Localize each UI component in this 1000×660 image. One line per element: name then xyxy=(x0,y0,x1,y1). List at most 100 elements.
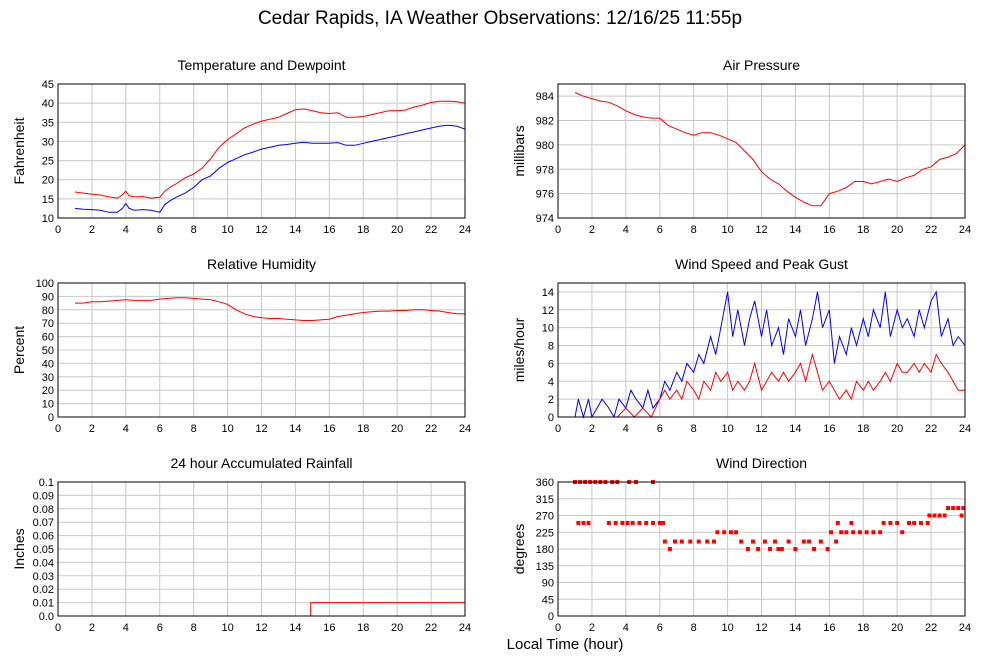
y-tick-label: 135 xyxy=(536,561,554,573)
x-tick-label: 14 xyxy=(289,224,301,236)
data-point xyxy=(793,547,798,551)
x-tick-label: 18 xyxy=(357,224,369,236)
data-point xyxy=(637,520,642,525)
page-title: Cedar Rapids, IA Weather Observations: 1… xyxy=(257,8,743,29)
data-point xyxy=(829,530,834,535)
x-tick-label: 2 xyxy=(89,423,95,435)
data-point xyxy=(657,520,662,525)
data-point xyxy=(825,547,830,551)
y-tick-label: 4 xyxy=(548,376,554,388)
y-tick-label: 270 xyxy=(536,511,554,523)
data-point xyxy=(786,539,791,544)
y-axis-label: millibars xyxy=(511,125,527,176)
x-tick-label: 0 xyxy=(555,224,561,236)
y-tick-label: 978 xyxy=(536,164,554,176)
x-tick-label: 22 xyxy=(925,423,937,435)
x-tick-label: 22 xyxy=(925,622,937,634)
x-tick-label: 8 xyxy=(191,224,197,236)
y-tick-label: 70 xyxy=(42,318,54,330)
data-point xyxy=(776,547,781,551)
y-tick-label: 0.03 xyxy=(33,571,54,583)
data-point xyxy=(918,520,923,525)
chart-title: Wind Speed and Peak Gust xyxy=(675,256,848,272)
y-tick-label: 100 xyxy=(36,278,54,290)
data-point xyxy=(927,513,932,518)
y-tick-label: 0.0 xyxy=(39,611,54,623)
chart-title: 24 hour Accumulated Rainfall xyxy=(170,455,352,471)
x-tick-label: 6 xyxy=(157,423,163,435)
y-tick-label: 0 xyxy=(48,412,54,424)
x-tick-label: 14 xyxy=(789,423,801,435)
data-point xyxy=(673,539,678,544)
y-tick-label: 0.01 xyxy=(33,598,54,610)
data-point xyxy=(734,530,739,535)
chart-pressure: 0 2 4 6 8 10 12 14 16 18 20 22 24974976978980982984A… xyxy=(511,57,971,236)
x-tick-label: 4 xyxy=(123,622,129,634)
data-point xyxy=(937,513,942,518)
data-point xyxy=(650,520,655,525)
data-point xyxy=(667,547,672,551)
data-point xyxy=(951,506,956,511)
data-point xyxy=(932,513,937,518)
series-line-red xyxy=(75,297,465,321)
data-point xyxy=(581,520,586,525)
data-point xyxy=(722,530,727,535)
plot-frame xyxy=(557,282,966,418)
x-tick-label: 20 xyxy=(391,423,403,435)
y-tick-label: 0 xyxy=(548,412,554,424)
x-tick-label: 6 xyxy=(157,622,163,634)
x-tick-label: 22 xyxy=(925,224,937,236)
data-point xyxy=(576,520,581,525)
x-tick-label: 16 xyxy=(823,423,835,435)
data-point xyxy=(773,539,778,544)
chart-title: Temperature and Dewpoint xyxy=(177,57,345,73)
series-line-red xyxy=(74,100,466,199)
data-point xyxy=(644,520,649,525)
data-point xyxy=(864,530,869,535)
series-line-red xyxy=(75,602,465,617)
data-point xyxy=(818,539,823,544)
x-tick-label: 6 xyxy=(157,224,163,236)
y-tick-label: 0.09 xyxy=(33,490,54,502)
y-tick-label: 984 xyxy=(536,91,554,103)
data-point xyxy=(912,520,917,525)
data-point xyxy=(806,539,811,544)
x-tick-label: 4 xyxy=(123,224,129,236)
data-point xyxy=(606,520,611,525)
data-point xyxy=(946,506,951,511)
y-tick-label: 90 xyxy=(542,578,554,590)
plot-frame xyxy=(557,481,966,617)
chart-title: Relative Humidity xyxy=(207,256,316,272)
x-tick-label: 16 xyxy=(823,224,835,236)
x-tick-label: 0 xyxy=(55,224,61,236)
x-tick-label: 20 xyxy=(391,224,403,236)
data-point xyxy=(878,530,883,535)
x-tick-label: 20 xyxy=(891,423,903,435)
x-tick-label: 8 xyxy=(191,423,197,435)
data-point xyxy=(625,520,630,525)
plot-frame xyxy=(57,481,466,617)
y-tick-label: 0.04 xyxy=(33,557,54,569)
series-line-blue xyxy=(74,124,466,213)
x-tick-label: 8 xyxy=(691,224,697,236)
data-point xyxy=(586,520,591,525)
chart-dir: 0 2 4 6 8 10 12 14 16 18 20 22 240459013518022527031… xyxy=(511,455,971,634)
data-point xyxy=(849,520,854,525)
x-tick-label: 10 xyxy=(221,423,233,435)
x-tick-label: 12 xyxy=(255,622,267,634)
y-tick-label: 90 xyxy=(42,291,54,303)
data-point xyxy=(959,513,964,518)
y-tick-label: 0.05 xyxy=(33,544,54,556)
x-tick-label: 4 xyxy=(623,423,629,435)
y-tick-label: 0.1 xyxy=(39,477,54,489)
data-point xyxy=(779,547,784,551)
data-point xyxy=(871,530,876,535)
data-point xyxy=(839,530,844,535)
x-tick-label: 20 xyxy=(891,224,903,236)
data-point xyxy=(712,539,717,544)
x-tick-label: 16 xyxy=(323,423,335,435)
x-tick-label: 14 xyxy=(289,423,301,435)
chart-temp: 0 2 4 6 8 10 12 14 16 18 20 22 241015202530354045Tem… xyxy=(11,57,471,236)
data-point xyxy=(728,530,733,535)
